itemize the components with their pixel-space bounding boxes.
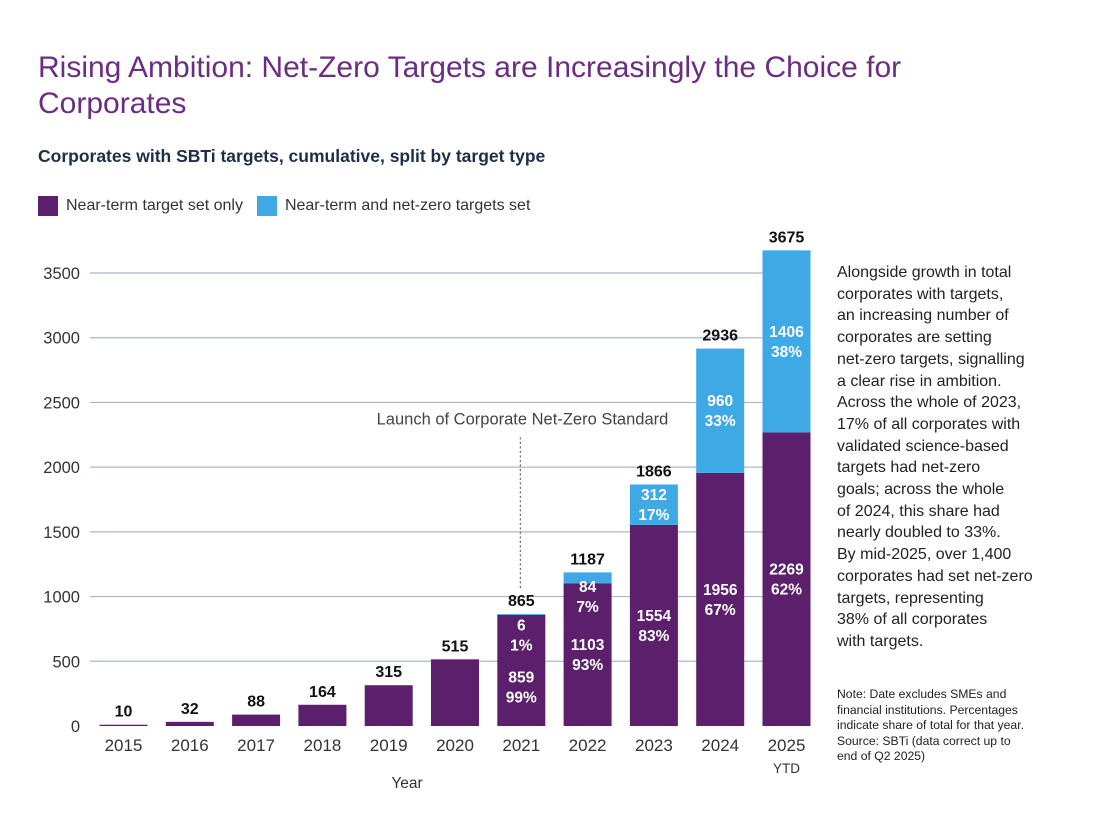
segment-label-net-zero: 38% <box>771 344 802 361</box>
bar-net-zero-2025 <box>762 250 811 433</box>
bar-near-term-2022 <box>563 583 612 726</box>
legend-item-net-zero: Near-term and net-zero targets set <box>256 196 531 216</box>
bar-total-label: 10 <box>115 704 133 721</box>
x-tick-label: 2024 <box>701 736 739 755</box>
chart-title: Rising Ambition: Net-Zero Targets are In… <box>38 51 902 120</box>
x-tick-label: 2015 <box>105 736 143 755</box>
bar-total-label: 1866 <box>636 463 672 480</box>
segment-label-near-term: 99% <box>506 690 537 707</box>
x-tick-label: 2018 <box>303 736 341 755</box>
chart-legend: Near-term target set only Near-term and … <box>38 196 544 216</box>
y-tick-label: 1500 <box>43 524 80 542</box>
bar-near-term-2017 <box>232 714 281 726</box>
y-tick-label: 0 <box>71 718 80 736</box>
y-tick-label: 3000 <box>43 330 80 348</box>
bar-near-term-2016 <box>165 721 214 726</box>
x-tick-label: 2019 <box>370 736 408 755</box>
segment-label-net-zero: 6 <box>517 617 526 634</box>
bar-net-zero-2024 <box>696 348 745 473</box>
segment-label-near-term: 93% <box>572 657 603 674</box>
segment-label-near-term: 67% <box>705 602 736 619</box>
bar-total-label: 515 <box>442 638 469 655</box>
bar-near-term-2019 <box>364 685 413 726</box>
x-tick-label: 2025 <box>768 736 806 755</box>
segment-label-near-term: 83% <box>638 628 669 645</box>
bar-total-label: 32 <box>181 701 199 718</box>
bar-net-zero-2022 <box>563 572 612 584</box>
bar-near-term-2018 <box>298 704 347 726</box>
bar-net-zero-2023 <box>629 484 678 525</box>
x-tick-label: 2020 <box>436 736 474 755</box>
bar-near-term-2015 <box>99 724 148 726</box>
bar-near-term-2020 <box>431 659 479 726</box>
legend-label-near-term: Near-term target set only <box>66 197 243 214</box>
y-tick-label: 1000 <box>43 589 80 607</box>
x-axis-title: Year <box>391 775 422 792</box>
bar-total-label: 164 <box>309 684 336 701</box>
segment-label-net-zero: 960 <box>707 393 733 410</box>
segment-label-near-term: 62% <box>771 582 802 599</box>
segment-label-near-term: 859 <box>508 670 534 687</box>
legend-swatch-net-zero <box>256 196 277 216</box>
x-tick-sublabel: YTD <box>773 761 800 776</box>
bar-near-term-2023 <box>629 524 678 726</box>
source-note: Note: Date excludes SMEs and financial i… <box>837 687 1024 763</box>
y-tick-label: 500 <box>52 653 80 671</box>
y-tick-label: 3500 <box>43 265 80 283</box>
y-tick-label: 2000 <box>43 459 80 477</box>
x-tick-label: 2022 <box>569 736 607 755</box>
bar-total-label: 865 <box>508 593 535 610</box>
commentary-text: Alongside growth in total corporates wit… <box>837 264 1033 650</box>
segment-label-near-term: 1103 <box>571 637 605 654</box>
x-tick-label: 2016 <box>171 736 209 755</box>
bar-total-label: 88 <box>247 694 265 711</box>
segment-label-net-zero: 1% <box>510 637 533 654</box>
segment-label-net-zero: 84 <box>579 579 597 596</box>
segment-label-near-term: 2269 <box>769 562 804 579</box>
y-tick-label: 2500 <box>43 394 80 412</box>
legend-item-near-term: Near-term target set only <box>38 196 243 216</box>
bar-near-term-2024 <box>696 472 745 726</box>
bar-near-term-2021 <box>497 614 546 726</box>
x-tick-label: 2021 <box>502 736 540 755</box>
segment-label-net-zero: 17% <box>638 507 669 524</box>
legend-label-net-zero: Near-term and net-zero targets set <box>284 197 531 214</box>
legend-swatch-near-term <box>38 196 58 216</box>
segment-label-net-zero: 1406 <box>769 324 804 341</box>
x-tick-label: 2023 <box>635 736 673 755</box>
segment-label-near-term: 1956 <box>703 582 738 599</box>
bar-near-term-2025 <box>762 432 811 726</box>
segment-label-near-term: 1554 <box>637 608 672 625</box>
chart-subtitle: Corporates with SBTi targets, cumulative… <box>38 146 546 166</box>
bar-total-label: 1187 <box>570 551 605 568</box>
stacked-bar-chart: 0 500 1000 1500 2000 2500 3000 3500 Launch of Co… <box>43 229 811 792</box>
segment-label-net-zero: 33% <box>705 413 736 430</box>
bar-net-zero-2021 <box>497 614 546 615</box>
segment-label-net-zero: 7% <box>576 599 599 616</box>
x-tick-label: 2017 <box>237 736 275 755</box>
annotation-label: Launch of Corporate Net-Zero Standard <box>377 410 669 428</box>
bar-total-label: 2936 <box>702 328 738 345</box>
segment-label-net-zero: 312 <box>641 487 667 504</box>
bar-total-label: 3675 <box>769 229 805 246</box>
bar-total-label: 315 <box>375 664 402 681</box>
